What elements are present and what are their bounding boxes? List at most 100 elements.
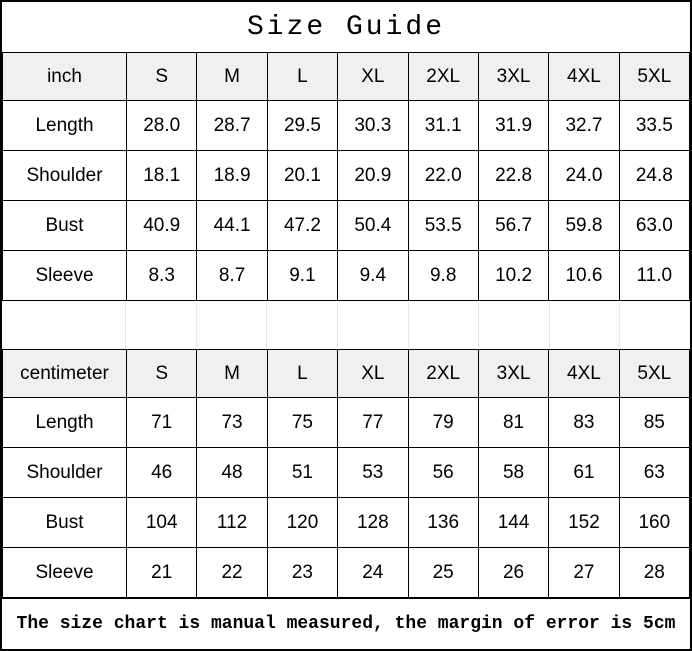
size-cell: 22 xyxy=(196,547,268,598)
size-cell: 31.1 xyxy=(407,100,479,151)
size-cell: 18.1 xyxy=(125,150,198,201)
size-cell: 85 xyxy=(618,397,690,448)
inch-header-row: inch S M L XL 2XL 3XL 4XL 5XL xyxy=(2,52,690,101)
column-header: 5XL xyxy=(618,349,690,398)
centimeter-size-table: centimeter S M L XL 2XL 3XL 4XL 5XL Leng… xyxy=(2,349,690,598)
size-cell: 18.9 xyxy=(196,150,268,201)
size-cell: 23 xyxy=(266,547,339,598)
table-row-shoulder-cm: Shoulder 46 48 51 53 56 58 61 63 xyxy=(2,447,690,498)
size-cell: 27 xyxy=(548,547,620,598)
size-cell: 10.2 xyxy=(477,250,550,301)
size-cell: 8.3 xyxy=(125,250,198,301)
measurement-note: The size chart is manual measured, the m… xyxy=(2,598,690,649)
size-cell: 53.5 xyxy=(407,200,479,251)
size-cell: 32.7 xyxy=(548,100,620,151)
size-cell: 160 xyxy=(618,497,690,548)
size-cell: 30.3 xyxy=(337,100,409,151)
row-label: Length xyxy=(2,397,127,448)
table-row-bust-inch: Bust 40.9 44.1 47.2 50.4 53.5 56.7 59.8 … xyxy=(2,200,690,251)
row-label: Length xyxy=(2,100,127,151)
size-cell: 75 xyxy=(266,397,339,448)
column-header: S xyxy=(125,349,198,398)
size-cell: 25 xyxy=(407,547,479,598)
row-label: Shoulder xyxy=(2,447,127,498)
size-cell: 136 xyxy=(407,497,479,548)
size-cell: 29.5 xyxy=(266,100,339,151)
unit-header-inch: inch xyxy=(2,52,127,101)
centimeter-header-row: centimeter S M L XL 2XL 3XL 4XL 5XL xyxy=(2,349,690,398)
row-label: Bust xyxy=(2,200,127,251)
size-cell: 59.8 xyxy=(548,200,620,251)
row-label: Sleeve xyxy=(2,547,127,598)
column-header: 3XL xyxy=(477,349,550,398)
size-cell: 152 xyxy=(548,497,620,548)
size-cell: 61 xyxy=(548,447,620,498)
size-cell: 8.7 xyxy=(196,250,268,301)
size-cell: 9.4 xyxy=(337,250,409,301)
size-cell: 79 xyxy=(407,397,479,448)
size-cell: 73 xyxy=(196,397,268,448)
column-header: M xyxy=(196,349,268,398)
size-cell: 71 xyxy=(125,397,198,448)
table-row-shoulder-inch: Shoulder 18.1 18.9 20.1 20.9 22.0 22.8 2… xyxy=(2,150,690,201)
size-cell: 46 xyxy=(125,447,198,498)
table-row-bust-cm: Bust 104 112 120 128 136 144 152 160 xyxy=(2,497,690,548)
column-header: 5XL xyxy=(618,52,690,101)
column-header: 2XL xyxy=(407,52,479,101)
column-header: L xyxy=(266,349,339,398)
column-header: XL xyxy=(337,349,409,398)
size-cell: 11.0 xyxy=(618,250,690,301)
column-header: L xyxy=(266,52,339,101)
size-cell: 28 xyxy=(618,547,690,598)
size-cell: 44.1 xyxy=(196,200,268,251)
column-header: 3XL xyxy=(477,52,550,101)
size-cell: 56 xyxy=(407,447,479,498)
size-cell: 50.4 xyxy=(337,200,409,251)
size-cell: 9.8 xyxy=(407,250,479,301)
size-cell: 56.7 xyxy=(477,200,550,251)
spacer-cell xyxy=(620,301,690,349)
size-cell: 47.2 xyxy=(266,200,339,251)
size-cell: 28.7 xyxy=(196,100,268,151)
size-cell: 10.6 xyxy=(548,250,620,301)
size-cell: 20.9 xyxy=(337,150,409,201)
size-cell: 24.8 xyxy=(618,150,690,201)
size-cell: 112 xyxy=(196,497,268,548)
size-cell: 48 xyxy=(196,447,268,498)
size-cell: 83 xyxy=(548,397,620,448)
size-cell: 22.0 xyxy=(407,150,479,201)
table-row-sleeve-inch: Sleeve 8.3 8.7 9.1 9.4 9.8 10.2 10.6 11.… xyxy=(2,250,690,301)
column-header: 2XL xyxy=(407,349,479,398)
size-cell: 51 xyxy=(266,447,339,498)
inch-size-table: inch S M L XL 2XL 3XL 4XL 5XL Length 28.… xyxy=(2,52,690,301)
size-cell: 24.0 xyxy=(548,150,620,201)
size-cell: 24 xyxy=(337,547,409,598)
column-header: S xyxy=(125,52,198,101)
size-cell: 128 xyxy=(337,497,409,548)
column-header: 4XL xyxy=(548,349,620,398)
spacer-cell xyxy=(267,301,338,349)
size-cell: 20.1 xyxy=(266,150,339,201)
spacer-cell xyxy=(338,301,409,349)
size-cell: 104 xyxy=(125,497,198,548)
size-cell: 33.5 xyxy=(618,100,690,151)
spacer-row xyxy=(2,301,690,349)
row-label: Bust xyxy=(2,497,127,548)
size-cell: 120 xyxy=(266,497,339,548)
size-cell: 22.8 xyxy=(477,150,550,201)
row-label: Shoulder xyxy=(2,150,127,201)
spacer-cell xyxy=(2,301,126,349)
page-title: Size Guide xyxy=(2,2,690,52)
spacer-cell xyxy=(550,301,621,349)
size-cell: 9.1 xyxy=(266,250,339,301)
size-cell: 81 xyxy=(477,397,550,448)
column-header: 4XL xyxy=(548,52,620,101)
column-header: XL xyxy=(337,52,409,101)
table-row-length-inch: Length 28.0 28.7 29.5 30.3 31.1 31.9 32.… xyxy=(2,100,690,151)
column-header: M xyxy=(196,52,268,101)
size-cell: 63.0 xyxy=(618,200,690,251)
size-cell: 53 xyxy=(337,447,409,498)
size-cell: 63 xyxy=(618,447,690,498)
size-cell: 144 xyxy=(477,497,550,548)
